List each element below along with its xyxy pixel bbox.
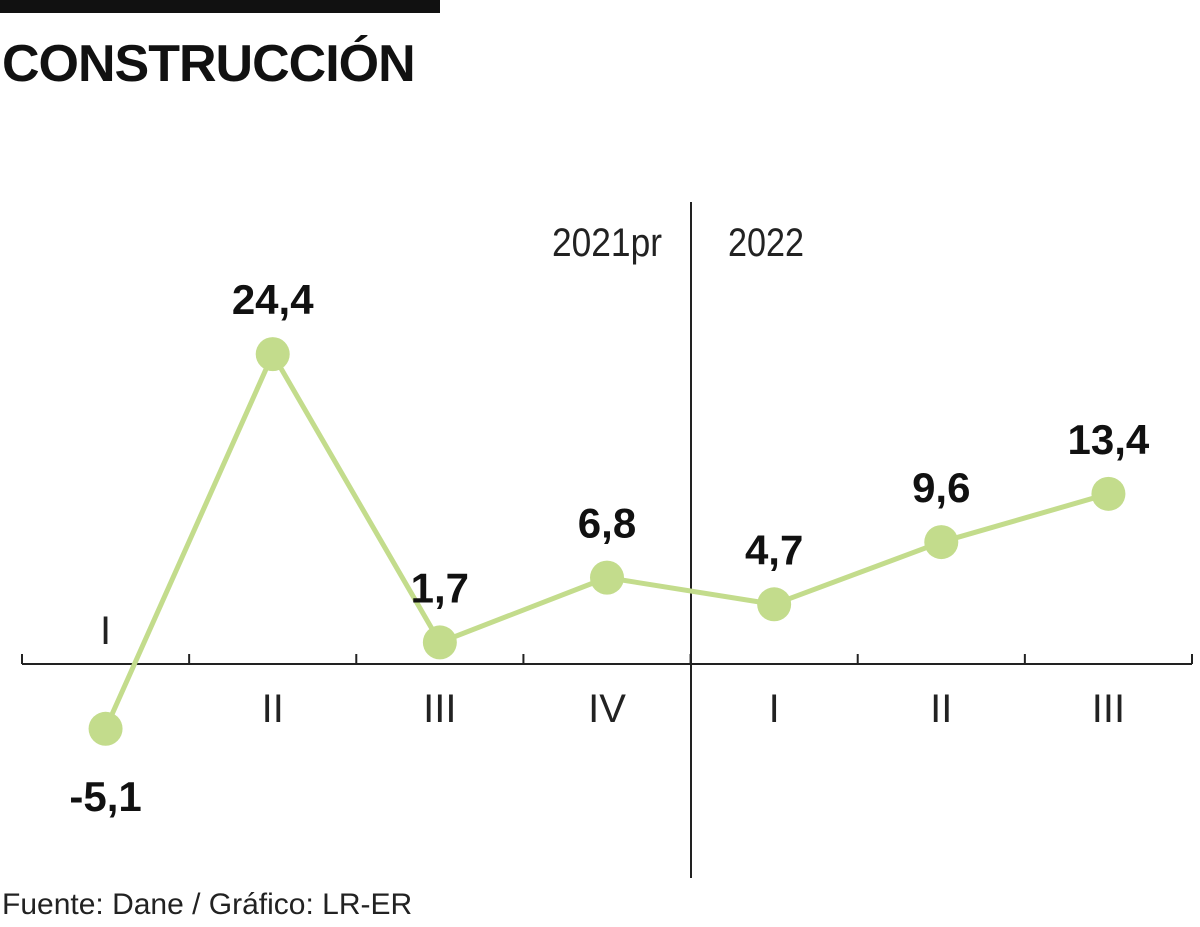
data-point-0	[88, 711, 123, 746]
data-point-2	[422, 625, 457, 660]
data-label-1: 24,4	[232, 276, 314, 323]
x-tick-label-4: I	[769, 687, 780, 731]
x-tick-label-1: II	[262, 687, 284, 731]
x-tick-label-6: III	[1092, 687, 1125, 731]
chart-title: CONSTRUCCIÓN	[2, 35, 416, 93]
period-label-2021pr: 2021pr	[552, 221, 662, 265]
data-point-3	[590, 560, 624, 595]
x-tick-label-3: IV	[588, 687, 626, 731]
data-label-5: 9,6	[912, 464, 970, 511]
data-label-2: 1,7	[411, 564, 469, 611]
data-point-4	[757, 587, 792, 622]
data-label-6: 13,4	[1068, 416, 1150, 463]
x-tick-label-0: I	[100, 609, 111, 653]
data-point-1	[255, 337, 290, 372]
data-label-3: 6,8	[578, 500, 636, 547]
source-note: Fuente: Dane / Gráfico: LR-ER	[2, 888, 413, 921]
top-rule	[0, 0, 440, 13]
period-label-2022: 2022	[728, 221, 804, 265]
data-point-6	[1091, 476, 1126, 511]
data-label-0: -5,1	[69, 773, 141, 820]
data-point-5	[924, 525, 959, 560]
x-tick-label-2: III	[423, 687, 456, 731]
x-tick-label-5: II	[930, 687, 952, 731]
data-label-4: 4,7	[745, 526, 803, 573]
